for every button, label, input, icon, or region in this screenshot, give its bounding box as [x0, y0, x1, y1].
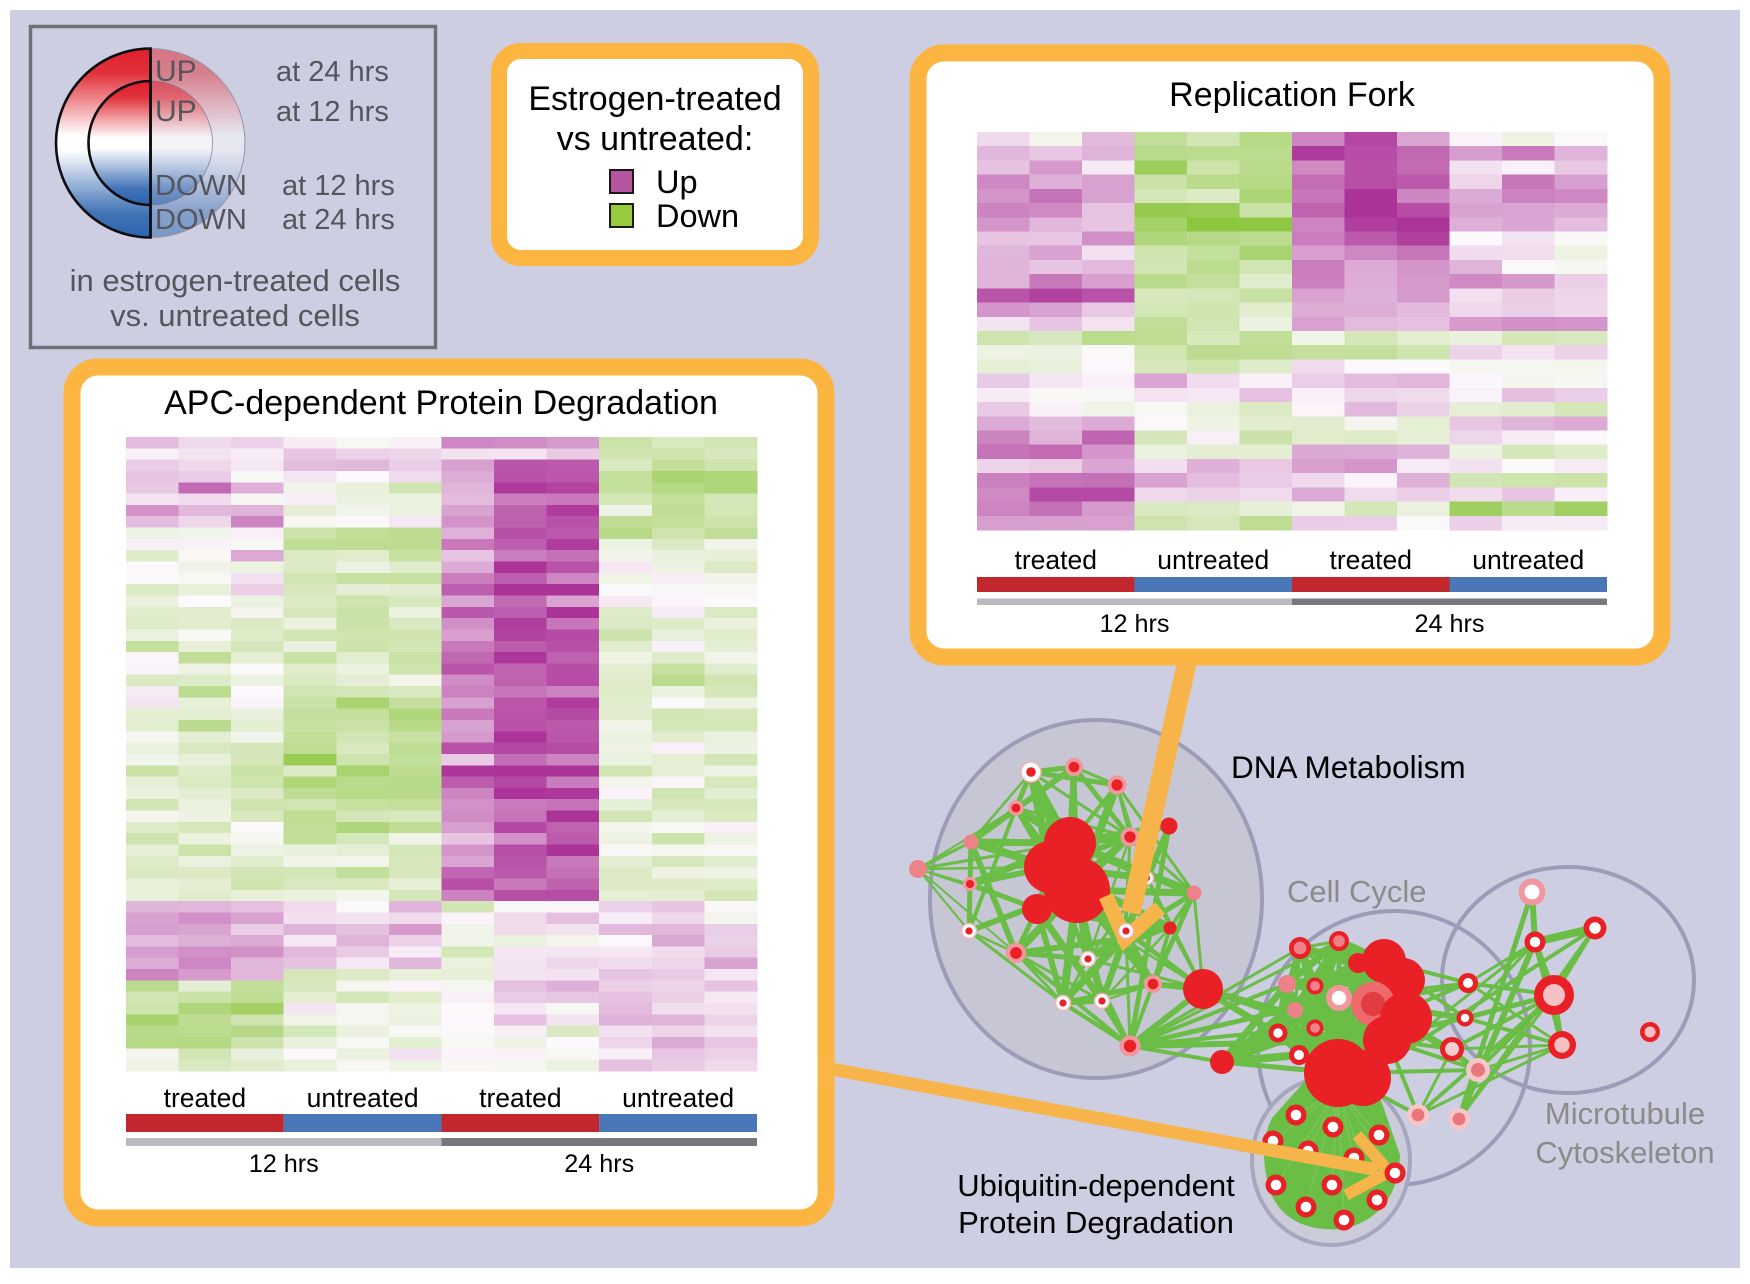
svg-text:vs. untreated cells: vs. untreated cells — [110, 298, 360, 333]
svg-text:UP: UP — [155, 55, 197, 88]
svg-text:vs untreated:: vs untreated: — [557, 120, 754, 158]
svg-text:at 24 hrs: at 24 hrs — [276, 56, 389, 88]
svg-text:treated: treated — [164, 1083, 247, 1113]
svg-text:12 hrs: 12 hrs — [249, 1150, 319, 1178]
svg-text:Up: Up — [656, 164, 698, 200]
svg-text:Down: Down — [656, 198, 739, 234]
svg-text:Microtubule: Microtubule — [1545, 1096, 1705, 1131]
svg-text:DOWN: DOWN — [155, 170, 247, 202]
svg-text:treated: treated — [479, 1083, 562, 1113]
svg-text:untreated: untreated — [307, 1083, 419, 1113]
svg-text:Cell Cycle: Cell Cycle — [1287, 874, 1427, 909]
svg-text:in estrogen-treated cells: in estrogen-treated cells — [70, 263, 401, 298]
svg-text:at 12 hrs: at 12 hrs — [276, 96, 389, 128]
svg-text:Ubiquitin-dependent: Ubiquitin-dependent — [957, 1168, 1235, 1203]
svg-text:APC-dependent Protein Degradat: APC-dependent Protein Degradation — [164, 384, 718, 422]
svg-text:at 24 hrs: at 24 hrs — [282, 204, 395, 236]
svg-text:DOWN: DOWN — [155, 204, 247, 236]
svg-text:treated: treated — [1014, 545, 1097, 575]
svg-text:24 hrs: 24 hrs — [1414, 610, 1484, 638]
svg-text:12 hrs: 12 hrs — [1099, 610, 1169, 638]
svg-text:24 hrs: 24 hrs — [564, 1150, 634, 1178]
svg-text:untreated: untreated — [1157, 545, 1269, 575]
svg-text:UP: UP — [155, 95, 197, 128]
svg-text:DNA Metabolism: DNA Metabolism — [1231, 749, 1466, 785]
svg-text:Protein Degradation: Protein Degradation — [958, 1205, 1234, 1240]
svg-text:untreated: untreated — [1472, 545, 1584, 575]
svg-text:at 12 hrs: at 12 hrs — [282, 170, 395, 202]
svg-text:Replication Fork: Replication Fork — [1169, 76, 1416, 114]
svg-text:treated: treated — [1329, 545, 1412, 575]
svg-text:untreated: untreated — [622, 1083, 734, 1113]
svg-text:Cytoskeleton: Cytoskeleton — [1535, 1135, 1714, 1170]
svg-text:Estrogen-treated: Estrogen-treated — [528, 80, 781, 118]
